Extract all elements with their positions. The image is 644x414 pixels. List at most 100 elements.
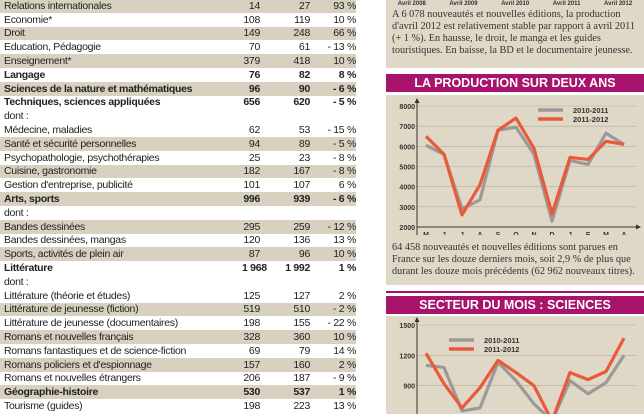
chart2-box: 900 1200 1500 2010-2011 2011-2012 — [386, 316, 644, 414]
change-percent: 13 % — [333, 400, 356, 412]
change-percent: 6 % — [338, 179, 357, 192]
change-percent: 13 % — [333, 234, 356, 247]
category-label: Romans policiers et d'espionnage — [4, 358, 152, 371]
x-tick-label: O — [513, 232, 519, 235]
x-tick-label: J — [460, 232, 464, 235]
value-2012: 418 — [293, 55, 310, 68]
value-2012: 248 — [293, 27, 310, 40]
value-2011: 101 — [243, 179, 260, 192]
value-2011: 96 — [248, 82, 260, 95]
change-percent: - 15 % — [327, 124, 356, 137]
category-label: Romans fantastiques et de science-fictio… — [4, 344, 187, 357]
table-row: Enseignement* 379 418 10 % — [0, 54, 356, 68]
change-percent: 10 % — [333, 13, 356, 26]
legend-label: 2010-2011 — [484, 336, 519, 345]
x-tick-label: M — [603, 232, 609, 235]
category-label: Droit — [4, 27, 25, 40]
value-2011: 656 — [243, 96, 260, 109]
value-2012: 23 — [298, 151, 310, 164]
y-tick-label: 4000 — [399, 185, 415, 192]
category-label: Gestion d'entreprise, publicité — [4, 179, 133, 192]
y-tick-label: 2000 — [399, 225, 415, 232]
table-row: Littérature (théorie et études) 125 127 2 % — [0, 289, 356, 303]
table-row: Sciences de la nature et mathématiques 96… — [0, 81, 356, 96]
change-percent: - 13 % — [327, 41, 356, 54]
x-tick-label: S — [496, 232, 501, 235]
category-label: Sports, activités de plein air — [4, 248, 124, 261]
y-axis-arrow-icon — [414, 98, 420, 103]
y-tick-label: 3000 — [399, 205, 415, 212]
value-2012: 89 — [298, 137, 310, 150]
change-percent: - 8 % — [332, 165, 356, 178]
table-row: Romans policiers et d'espionnage 157 160 2 … — [0, 357, 357, 372]
value-2012: 223 — [293, 400, 310, 412]
y-tick-label: 8000 — [399, 104, 415, 111]
category-label: Cuisine, gastronomie — [4, 165, 97, 178]
change-percent: 2 % — [338, 289, 357, 302]
value-2011: 295 — [243, 220, 260, 233]
table-row: dont : — [0, 275, 356, 289]
category-label: dont : — [4, 206, 29, 219]
category-label: Littérature — [4, 262, 53, 275]
table-row: Littérature de jeunesse (fiction) 519 510 -… — [0, 302, 356, 317]
y-tick-label: 1200 — [399, 353, 415, 360]
value-2011: 198 — [243, 400, 260, 412]
table-row: Médecine, maladies 62 53 - 15 % — [0, 123, 356, 137]
change-percent: 8 % — [338, 68, 357, 81]
change-percent: - 5 % — [332, 96, 356, 109]
value-2012: 27 — [298, 0, 310, 12]
change-percent: 2 % — [338, 358, 357, 371]
category-label: Techniques, sciences appliquées — [4, 96, 161, 109]
table-row: dont : — [0, 206, 356, 220]
value-2011: 76 — [248, 68, 260, 81]
value-2012: 1 992 — [285, 262, 310, 275]
change-percent: 93 % — [333, 0, 356, 12]
category-label: Arts, sports — [4, 193, 60, 206]
x-tick-label: M — [423, 232, 429, 235]
table-row: Cuisine, gastronomie 182 167 - 8 % — [0, 164, 356, 179]
value-2012: 160 — [293, 358, 310, 371]
summary-box: Avril 2008 Avril 2009 Avril 2010 Avril 2… — [386, 0, 644, 68]
statistics-table: Relations internationales 14 27 93 % Economi… — [0, 0, 357, 413]
series-line-2011-2012 — [424, 337, 626, 414]
y-axis-arrow-icon — [414, 317, 420, 322]
change-percent: - 6 % — [332, 193, 356, 206]
category-label: Romans et nouvelles étrangers — [4, 372, 141, 385]
y-tick-label: 6000 — [399, 144, 415, 151]
table-row: Tourisme (guides) 198 223 13 % — [0, 399, 356, 413]
value-2012: 90 — [298, 82, 310, 95]
category-label: Tourisme (guides) — [4, 400, 83, 412]
change-percent: 1 % — [338, 386, 357, 399]
category-label: Bandes dessinées — [4, 220, 86, 233]
category-label: Romans et nouvelles français — [4, 331, 134, 344]
x-tick-label: F — [586, 232, 591, 235]
value-2012: 537 — [293, 386, 310, 399]
table-row: Bandes dessinées, mangas 120 136 13 % — [0, 234, 356, 248]
table-row: Sports, activités de plein air 87 96 10 % — [0, 247, 356, 262]
value-2011: 149 — [243, 27, 260, 40]
legend-label: 2011-2012 — [484, 345, 519, 354]
value-2011: 14 — [248, 0, 260, 12]
value-2012: 510 — [293, 303, 310, 316]
category-label: Langage — [4, 68, 46, 81]
change-percent: 10 % — [333, 248, 356, 261]
value-2012: 82 — [298, 68, 310, 81]
value-2012: 259 — [293, 220, 310, 233]
change-percent: - 2 % — [332, 303, 356, 316]
value-2011: 996 — [243, 193, 260, 206]
year-label: Avril 2012 — [604, 1, 633, 7]
category-label: Littérature de jeunesse (documentaires) — [4, 317, 178, 330]
y-tick-label: 5000 — [399, 165, 415, 172]
right-panel: Avril 2008 Avril 2009 Avril 2010 Avril 2… — [386, 0, 644, 414]
category-label: Relations internationales — [4, 0, 112, 12]
category-label: Santé et sécurité personnelles — [4, 137, 137, 150]
table-row: Arts, sports 996 939 - 6 % — [0, 192, 356, 206]
change-percent: 14 % — [333, 344, 356, 357]
value-2012: 96 — [298, 248, 310, 261]
category-label: Enseignement* — [4, 55, 72, 68]
table-row: Littérature 1 968 1 992 1 % — [0, 261, 356, 275]
value-2011: 70 — [248, 41, 260, 54]
category-label: Littérature (théorie et études) — [4, 289, 131, 302]
value-2012: 107 — [293, 179, 310, 192]
